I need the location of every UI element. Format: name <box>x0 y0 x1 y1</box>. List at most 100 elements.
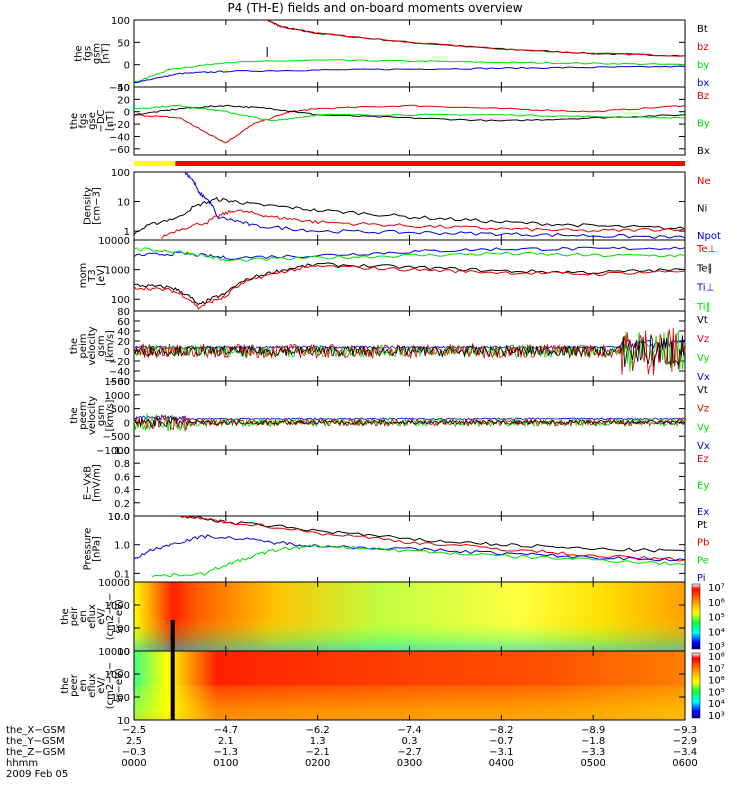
fgs-gsm-ylabel-line: the <box>74 45 85 61</box>
peer-en-eflux-ylabel-line: en <box>78 679 89 692</box>
e-vxb-ytick-label: 0.2 <box>114 499 130 510</box>
peir-en-eflux-spectrogram-band <box>134 616 685 651</box>
fgs-gse-ylabel-line: [nT] <box>105 111 116 131</box>
fgs-gsm-ylabel-line: fgs <box>83 46 94 61</box>
xaxis-value: −9.3 <box>673 725 697 736</box>
peir-en-eflux-ytick-label: 10000 <box>98 578 130 589</box>
peem-velocity-ytick-label: 0 <box>124 418 130 429</box>
fgs-gsm-ytick-label: 0 <box>124 61 130 72</box>
mom-temp-ylabel: momT3[eV] <box>78 263 107 289</box>
peir-en-eflux-ylabel: thepeirenefluxeV/(cm2−s−sr−eV) <box>60 593 125 640</box>
peem-velocity-frame <box>133 380 686 451</box>
xaxis-value: −3.1 <box>489 747 513 758</box>
peir-en-eflux-ylabel-line: the <box>60 608 71 624</box>
density-series-Ne <box>161 209 686 240</box>
peer-en-eflux-ytick-label: 10000 <box>98 647 130 658</box>
pressure-series-Pb <box>179 515 686 562</box>
peer-en-eflux-ylabel-line: the <box>60 677 71 693</box>
e-vxb-ytick-label: 0.6 <box>114 472 130 483</box>
peir-en-eflux-data-gap <box>170 620 175 651</box>
fgs-gsm-series-bx <box>133 65 686 84</box>
e-vxb-ytick-label: 0.4 <box>114 486 130 497</box>
pressure-ytick-label: 0.1 <box>114 569 130 580</box>
mom-temp-series-Te∥ <box>133 262 686 306</box>
density-ytick-label: 100 <box>111 168 130 179</box>
fgs-gsm-ylabel-line: gsm <box>92 43 103 64</box>
xaxis-value: −3.4 <box>673 747 697 758</box>
peir-en-eflux-colorbar <box>691 583 701 650</box>
peer-en-eflux-ylabel: thepeerenefluxeV/(cm2−s−sr−eV) <box>60 662 125 709</box>
e-vxb-ylabel-line: [mV/m] <box>92 464 103 502</box>
fgs-gsm-legend-0: Bt <box>697 24 708 35</box>
peim-velocity-ytick-label: −40 <box>109 367 130 378</box>
fgs-gsm-legend-3: bx <box>697 78 709 89</box>
peim-velocity-ylabel-line: gsm <box>96 335 107 356</box>
peir-en-eflux-colorbar-tick: 10⁵ <box>708 613 725 624</box>
xaxis-value: −8.2 <box>489 725 513 736</box>
pressure-ylabel-line: Pressure <box>83 528 94 571</box>
xaxis-value: −3.3 <box>581 747 605 758</box>
e-vxb-frame <box>133 449 686 517</box>
xaxis-value: −2.9 <box>673 736 697 747</box>
density-ytick-label: 10 <box>117 198 130 209</box>
fgs-gse-legend-0: Bz <box>697 91 709 102</box>
pressure-legend-3: Pi <box>697 573 706 584</box>
peem-velocity-ylabel-line: peem <box>78 401 89 429</box>
peer-en-eflux-colorbar-tick: 10⁴ <box>708 699 725 710</box>
xaxis-value: −6.2 <box>306 725 330 736</box>
density-ylabel-line: [cm−3] <box>92 187 103 225</box>
e-vxb-ytick-label: 0.0 <box>114 512 130 523</box>
peer-en-eflux-data-gap <box>170 651 175 720</box>
fgs-gsm-series-by <box>133 59 686 83</box>
peem-velocity-ylabel-line: [km/s] <box>105 399 116 431</box>
pressure-legend-0: Pt <box>697 520 707 531</box>
fgs-gse-ytick-label: 20 <box>117 95 130 106</box>
peim-velocity-ytick-label: 0 <box>124 347 130 358</box>
mom-temp-ylabel-line: mom <box>78 263 89 289</box>
peer-en-eflux-ylabel-line: sr−eV) <box>114 668 125 703</box>
peem-velocity-legend-0: Vt <box>697 385 708 396</box>
peir-en-eflux-colorbar-tick: 10⁴ <box>708 627 725 638</box>
fgs-gse-series-By <box>133 104 686 122</box>
pressure-legend-2: Pe <box>697 555 709 566</box>
fgs-gsm-legend-1: bz <box>697 42 709 53</box>
density-legend-0: Ne <box>697 176 711 187</box>
peir-en-eflux-ytick-label: 100 <box>111 624 130 635</box>
xaxis-value: 1.3 <box>310 736 326 747</box>
xaxis-value: 2.1 <box>218 736 234 747</box>
peim-velocity-ylabel-line: velocity <box>87 326 98 365</box>
e-vxb-legend-1: Ey <box>697 481 709 492</box>
peer-en-eflux-ylabel-line: eV/ <box>96 677 107 694</box>
xaxis-value: 0200 <box>305 758 330 769</box>
peer-en-eflux-ytick-label: 10 <box>117 716 130 727</box>
mom-temp-ytick-label: 10000 <box>98 236 130 247</box>
density-series-Ni <box>133 196 686 236</box>
peir-en-eflux-colorbar-tick: 10⁷ <box>708 583 725 594</box>
mom-temp-legend-2: Ti⊥ <box>696 283 714 294</box>
peim-velocity-ytick-label: 20 <box>117 337 130 348</box>
xaxis-value: −1.8 <box>581 736 605 747</box>
mom-temp-series-Ti∥ <box>133 247 686 263</box>
peem-velocity-series-black <box>133 416 686 428</box>
xaxis-date: 2009 Feb 05 <box>6 769 68 780</box>
peim-velocity-series-black <box>133 334 686 367</box>
fgs-gse-ytick-label: −40 <box>109 132 130 143</box>
status-bar-red <box>175 161 685 166</box>
xaxis-value: 0500 <box>580 758 605 769</box>
mom-temp-series-Te⊥ <box>133 265 686 310</box>
peer-en-eflux-ytick-label: 100 <box>111 693 130 704</box>
density-legend-1: Ni <box>697 204 707 215</box>
xaxis-value: 0000 <box>121 758 146 769</box>
peir-en-eflux-ytick-label: 1000 <box>105 601 130 612</box>
peim-velocity-ytick-label: −20 <box>109 357 130 368</box>
peim-velocity-legend-1: Vz <box>697 334 709 345</box>
status-bar-yellow <box>134 161 176 166</box>
peem-velocity-series-green <box>133 413 686 433</box>
pressure-series-Pi <box>133 534 686 562</box>
density-ylabel-line: Density <box>83 187 94 225</box>
peir-en-eflux-ylabel-line: peir <box>69 606 80 626</box>
peer-en-eflux-colorbar-tick: 10⁶ <box>708 676 725 687</box>
pressure-ylabel-line: [nPa] <box>92 536 103 562</box>
